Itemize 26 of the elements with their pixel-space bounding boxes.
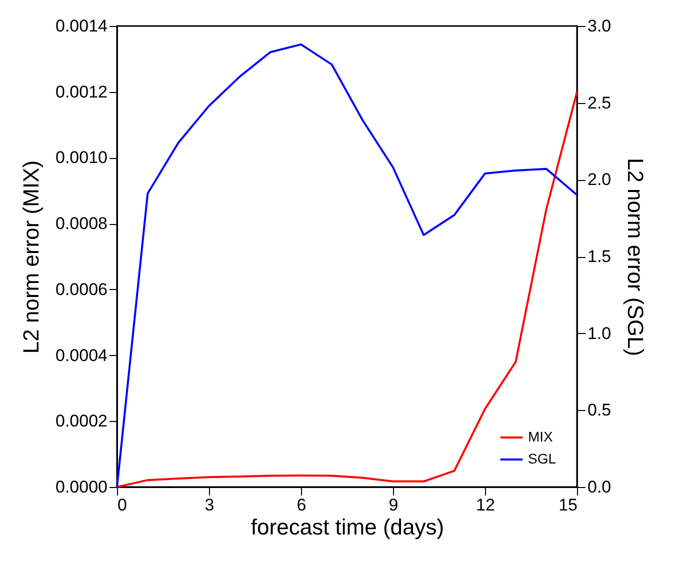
- y2-tick-label: 2.5: [588, 93, 612, 112]
- y2-tick-label: 1.5: [588, 247, 612, 266]
- y-tick-label: 0.0004: [56, 346, 108, 365]
- y2-tick-label: 2.0: [588, 170, 612, 190]
- y-tick-label: 0.0010: [56, 148, 108, 168]
- x-tick-label: 3: [204, 496, 214, 514]
- legend-label: SGL: [528, 450, 556, 466]
- x-tick-label: 6: [296, 496, 306, 514]
- y-tick-label: 0.0006: [56, 280, 108, 299]
- x-tick-label: 0: [118, 496, 127, 514]
- y-tick-label: 0.0012: [56, 82, 108, 102]
- x-axis-title: forecast time (days): [250, 514, 444, 540]
- y-tick-label: 0.0014: [56, 16, 108, 36]
- x-tick-label: 12: [476, 496, 495, 514]
- y-tick-label: 0.0000: [56, 478, 108, 496]
- y2-tick-label: 0.5: [588, 400, 612, 420]
- y-axis-title: L2 norm error (MIX): [18, 160, 44, 354]
- y2-tick-label: 3.0: [588, 16, 612, 36]
- x-tick-label: 15: [558, 496, 578, 514]
- y2-tick-label: 1.0: [588, 324, 612, 343]
- y2-axis-title: L2 norm error (SGL): [623, 158, 648, 356]
- y-tick-label: 0.0002: [56, 412, 108, 431]
- y-tick-label: 0.0008: [56, 214, 108, 234]
- y2-tick-label: 0.0: [588, 478, 612, 496]
- x-tick-label: 9: [388, 496, 398, 514]
- legend-label: MIX: [528, 428, 554, 444]
